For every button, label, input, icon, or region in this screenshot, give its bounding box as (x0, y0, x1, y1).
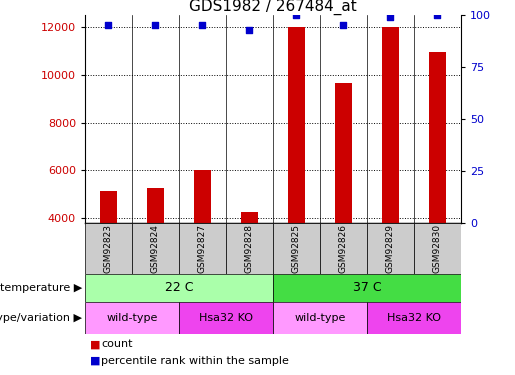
Point (245, 27, 253, 33)
Text: percentile rank within the sample: percentile rank within the sample (101, 356, 289, 366)
Text: GSM92825: GSM92825 (292, 224, 301, 273)
Text: 22 C: 22 C (165, 281, 193, 294)
Point (386, 14, 394, 20)
Text: ■: ■ (90, 356, 100, 366)
Bar (273, 274, 461, 302)
Bar (273, 223, 320, 274)
Bar (132, 223, 179, 274)
Bar (382, 27, 399, 223)
Bar (85, 274, 273, 302)
Bar (85, 223, 132, 274)
Text: GSM92830: GSM92830 (433, 224, 442, 273)
Bar (273, 302, 367, 334)
Text: count: count (101, 339, 133, 349)
Bar (335, 83, 352, 223)
Bar (241, 211, 258, 223)
Text: GSM92827: GSM92827 (198, 224, 207, 273)
Point (198, 22, 207, 28)
Bar (367, 223, 414, 274)
Bar (429, 52, 445, 223)
Bar (147, 188, 164, 223)
Point (151, 22, 160, 28)
Text: 37 C: 37 C (353, 281, 381, 294)
Text: wild-type: wild-type (106, 313, 158, 323)
Bar (179, 302, 273, 334)
Bar (194, 170, 211, 223)
Text: GSM92826: GSM92826 (339, 224, 348, 273)
Text: wild-type: wild-type (294, 313, 346, 323)
Text: genotype/variation ▶: genotype/variation ▶ (0, 313, 82, 323)
Text: Hsa32 KO: Hsa32 KO (387, 313, 441, 323)
Point (433, 12, 441, 18)
Text: GSM92824: GSM92824 (151, 224, 160, 273)
Bar (100, 191, 117, 223)
Point (293, 12, 301, 18)
Text: ■: ■ (90, 339, 100, 349)
Point (105, 22, 113, 28)
Bar (226, 223, 273, 274)
Bar (85, 302, 179, 334)
Bar (367, 302, 461, 334)
Bar (320, 223, 367, 274)
Bar (179, 223, 226, 274)
Text: GSM92823: GSM92823 (104, 224, 113, 273)
Text: GSM92828: GSM92828 (245, 224, 254, 273)
Text: Hsa32 KO: Hsa32 KO (199, 313, 253, 323)
Bar (288, 27, 305, 223)
Text: temperature ▶: temperature ▶ (0, 283, 82, 293)
Bar (414, 223, 461, 274)
Text: GSM92829: GSM92829 (386, 224, 395, 273)
Point (339, 22, 348, 28)
Title: GDS1982 / 267484_at: GDS1982 / 267484_at (189, 0, 357, 15)
